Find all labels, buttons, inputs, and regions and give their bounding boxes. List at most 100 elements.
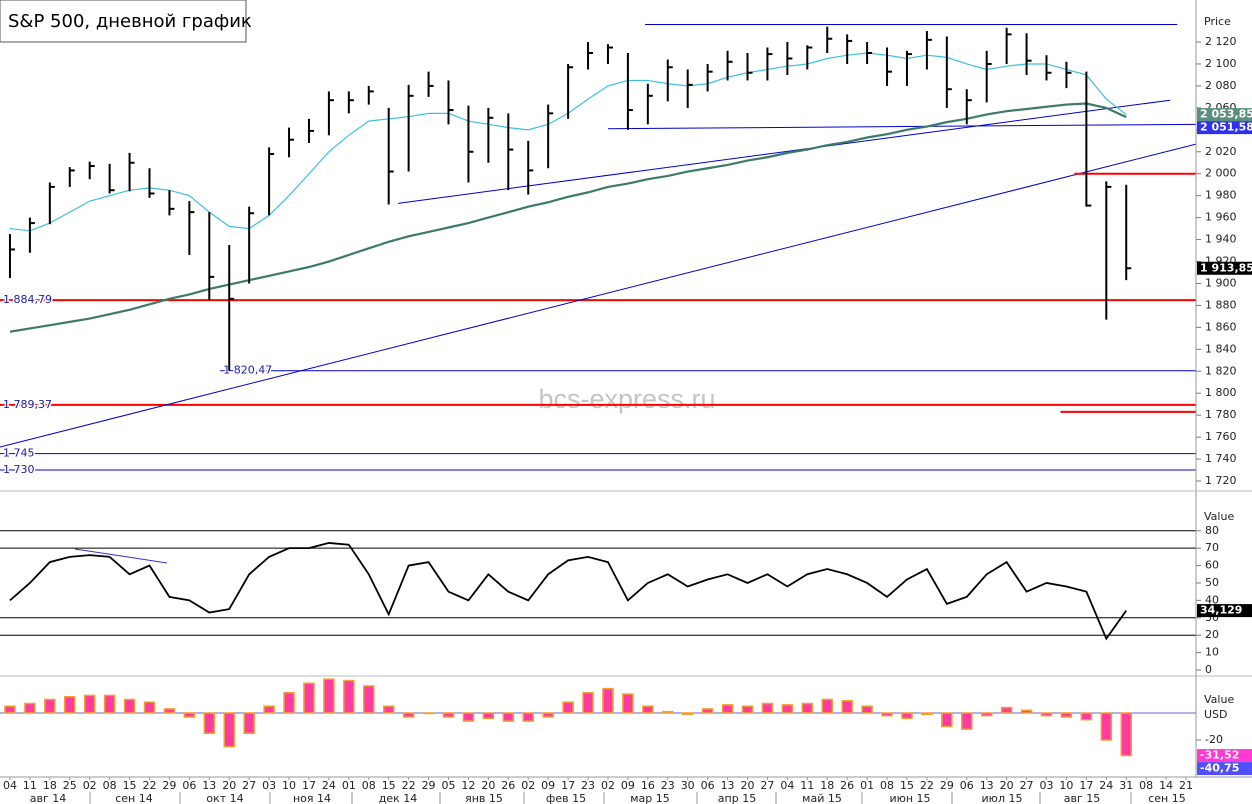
title-box: [0, 0, 247, 43]
x-tick-label: 26: [501, 779, 515, 792]
x-tick-label: 16: [641, 779, 655, 792]
x-tick-label: 04: [780, 779, 794, 792]
value-tag: [1197, 762, 1252, 776]
y-tick-label: 1 940: [1205, 233, 1237, 246]
month-label: апр 15: [718, 792, 756, 804]
x-tick-label: 13: [721, 779, 735, 792]
y-tick-label: 1 880: [1205, 298, 1237, 311]
histogram-bar: [263, 705, 275, 714]
x-tick-label: 27: [1020, 779, 1034, 792]
x-tick-label: 18: [43, 779, 57, 792]
value-tag-label: 2 053,85: [1200, 108, 1252, 121]
value-tag: [1197, 121, 1252, 135]
x-tick-label: 25: [63, 779, 77, 792]
histogram-bar: [303, 682, 315, 714]
month-label: дек 14: [379, 792, 418, 804]
y-tick-label: 20: [1205, 628, 1219, 641]
x-tick-label: 08: [362, 779, 376, 792]
x-tick-label: 09: [541, 779, 555, 792]
histogram-bar: [921, 712, 933, 716]
x-tick-label: 20: [741, 779, 755, 792]
y-tick-label: 1 840: [1205, 342, 1237, 355]
x-tick-label: 04: [3, 779, 17, 792]
histogram-bar: [24, 702, 36, 714]
x-tick-label: 15: [382, 779, 396, 792]
histogram-bar: [462, 712, 475, 722]
x-tick-label: 05: [442, 779, 456, 792]
y-tick-label: 1 800: [1205, 386, 1237, 399]
x-tick-label: 30: [681, 779, 695, 792]
y-tick-label: 2 000: [1205, 167, 1237, 180]
histogram-bar: [103, 694, 116, 714]
x-tick-label: 01: [342, 779, 356, 792]
histogram-bar: [382, 705, 395, 714]
month-label: фев 15: [546, 792, 586, 804]
x-tick-label: 06: [182, 779, 196, 792]
histogram-bar: [44, 698, 56, 714]
value-tag-label: 34,129: [1200, 604, 1242, 617]
x-tick-label: 20: [222, 779, 236, 792]
y-tick-label: 1 760: [1205, 430, 1237, 443]
histogram-bar: [243, 712, 255, 734]
x-tick-label: 22: [143, 779, 157, 792]
y-tick-label: 10: [1205, 646, 1219, 659]
histogram-bar: [781, 704, 794, 714]
y-tick-label: 2 100: [1205, 57, 1237, 70]
y-tick-label: 1 900: [1205, 276, 1237, 289]
histogram-bar: [123, 698, 136, 714]
trendline: [607, 123, 1197, 130]
histogram-bar: [223, 712, 235, 748]
histogram-bar: [203, 712, 216, 734]
histogram-bar: [721, 704, 734, 714]
histogram-bar: [402, 712, 415, 718]
month-label: авг 15: [1064, 792, 1101, 804]
y-axis-title: Value: [1204, 693, 1234, 706]
y-tick-label: 1 860: [1205, 320, 1237, 333]
month-label: янв 15: [465, 792, 503, 804]
x-tick-label: 08: [880, 779, 894, 792]
histogram-bar: [980, 712, 993, 717]
x-tick-label: 22: [402, 779, 416, 792]
y-tick-label: 1 720: [1205, 474, 1237, 487]
histogram-bar: [1020, 709, 1033, 714]
histogram-bar: [681, 712, 694, 716]
histogram-bar: [961, 712, 973, 730]
x-tick-label: 26: [840, 779, 854, 792]
level-label: 1 745: [3, 447, 35, 460]
x-tick-label: 18: [820, 779, 834, 792]
indicator-line: [9, 542, 1127, 641]
month-label: окт 14: [206, 792, 243, 804]
x-tick-label: 24: [1099, 779, 1113, 792]
x-tick-label: 13: [202, 779, 216, 792]
x-tick-label: 24: [322, 779, 336, 792]
month-label: май 15: [802, 792, 842, 804]
trendline: [74, 548, 168, 564]
histogram-bar: [143, 701, 156, 714]
x-tick-label: 14: [1159, 779, 1173, 792]
value-tag: [1197, 108, 1252, 122]
histogram-bar: [183, 712, 196, 718]
y-tick-label: 2 020: [1205, 145, 1237, 158]
histogram-bar: [841, 700, 853, 714]
histogram-bar: [502, 712, 515, 722]
x-tick-label: 17: [1079, 779, 1093, 792]
histogram-bar: [582, 691, 594, 714]
x-tick-label: 31: [1119, 779, 1133, 792]
histogram-bar: [343, 679, 355, 714]
value-tag: [1197, 749, 1252, 763]
x-tick-label: 20: [481, 779, 495, 792]
y-axis-title: Price: [1204, 15, 1231, 28]
y-tick-label: 2 080: [1205, 79, 1237, 92]
x-tick-label: 06: [701, 779, 715, 792]
histogram-bar: [642, 705, 654, 714]
y-tick-label: 1 820: [1205, 364, 1237, 377]
x-tick-label: 23: [581, 779, 595, 792]
x-tick-label: 09: [621, 779, 635, 792]
y-tick-label: 40: [1205, 593, 1219, 606]
level-label: 1 884,79: [3, 293, 52, 306]
x-tick-label: 02: [83, 779, 97, 792]
y-axis-title: Value: [1204, 510, 1234, 523]
value-tag: [1197, 604, 1252, 618]
